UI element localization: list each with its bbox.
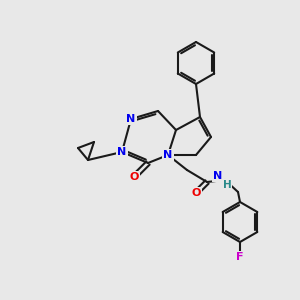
Text: F: F xyxy=(236,252,244,262)
Text: N: N xyxy=(213,171,223,181)
Text: N: N xyxy=(164,150,172,160)
Text: N: N xyxy=(126,114,136,124)
Text: N: N xyxy=(117,147,127,157)
Text: O: O xyxy=(129,172,139,182)
Text: H: H xyxy=(223,180,231,190)
Text: O: O xyxy=(191,188,201,198)
